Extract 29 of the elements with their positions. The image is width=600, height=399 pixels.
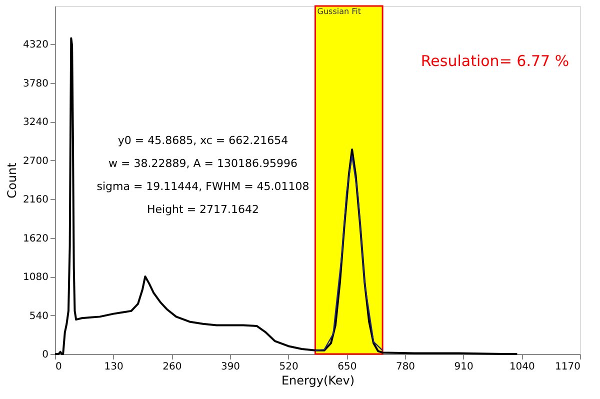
x-tick-label: 130 <box>104 362 124 372</box>
y-tick-label: 540 <box>29 310 48 322</box>
y-tick-label: 1080 <box>23 272 48 284</box>
annotation: w = 38.22889, A = 130186.95996 <box>108 157 298 170</box>
x-tick-label: 910 <box>454 362 474 372</box>
line-series <box>314 155 384 352</box>
y-tick-label: 4320 <box>23 40 48 51</box>
x-tick-label: 520 <box>279 362 298 372</box>
x-tick-label: 390 <box>220 362 240 372</box>
annotation: sigma = 19.11444, FWHM = 45.01108 <box>96 180 310 193</box>
y-tick-label: 0 <box>42 350 48 360</box>
x-tick-label: 1170 <box>555 362 580 372</box>
band-label: Gussian Fit <box>317 7 361 16</box>
y-tick-label: 3240 <box>23 117 48 128</box>
x-tick-label: 1040 <box>509 362 535 372</box>
line-series <box>54 37 518 355</box>
x-tick-label: 0 <box>56 362 62 372</box>
x-tick-label: 260 <box>162 362 182 372</box>
x-axis-title: Energy(Kev) <box>281 374 355 388</box>
y-tick-label: 2160 <box>23 194 48 206</box>
annotation: Height = 2717.1642 <box>146 203 260 216</box>
y-tick-label: 2700 <box>23 156 48 167</box>
x-tick-label: 650 <box>338 362 357 372</box>
annotation: y0 = 45.8685, xc = 662.21654 <box>118 134 288 147</box>
y-axis-title: Count <box>5 162 20 198</box>
annotation: Resulation= 6.77 % <box>420 52 570 70</box>
y-tick-label: 3780 <box>23 78 48 90</box>
y-tick-label: 1620 <box>23 233 48 244</box>
x-tick-label: 780 <box>396 362 416 372</box>
